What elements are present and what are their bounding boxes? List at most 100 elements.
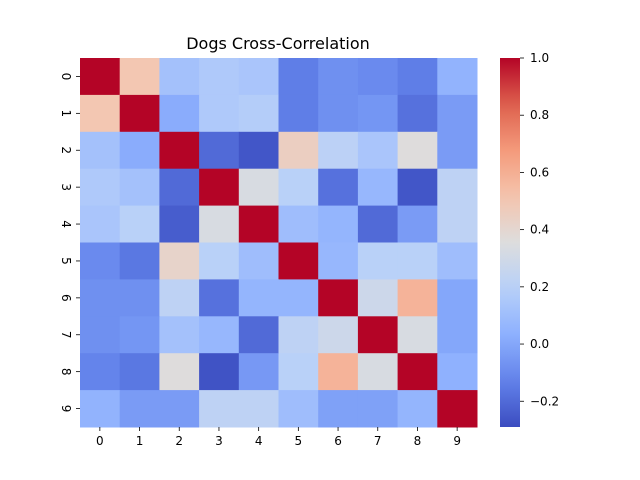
heatmap-cell-3-9 — [437, 168, 478, 207]
heatmap-cell-7-9 — [437, 316, 478, 354]
heatmap-cell-6-5 — [278, 279, 319, 317]
heatmap-cell-4-5 — [278, 205, 319, 243]
heatmap-cell-0-9 — [437, 58, 478, 96]
heatmap-cell-1-8 — [397, 94, 438, 133]
heatmap-cell-4-2 — [159, 205, 200, 243]
heatmap-cell-5-9 — [437, 242, 478, 280]
heatmap-cell-3-5 — [278, 168, 319, 207]
x-tick-label: 5 — [295, 434, 303, 448]
heatmap-cell-1-4 — [238, 94, 279, 133]
heatmap-cell-3-3 — [199, 168, 240, 207]
heatmap-cell-4-6 — [318, 205, 359, 243]
heatmap-cell-9-9 — [437, 390, 478, 428]
heatmap-cell-0-3 — [199, 58, 240, 96]
heatmap-cell-0-4 — [238, 58, 279, 96]
heatmap-cell-6-4 — [238, 279, 279, 317]
heatmap-cell-4-1 — [119, 205, 160, 243]
y-tick-label: 2 — [59, 146, 73, 154]
heatmap-cell-7-6 — [318, 316, 359, 354]
y-tick-label: 3 — [59, 183, 73, 191]
heatmap-cell-4-4 — [238, 205, 279, 243]
heatmap-cell-7-7 — [357, 316, 399, 354]
heatmap-cell-5-7 — [357, 242, 399, 280]
colorbar-tick-label: 0.4 — [530, 223, 549, 237]
heatmap-cells — [80, 58, 478, 428]
heatmap-cell-4-7 — [357, 205, 399, 243]
x-tick-label: 4 — [255, 434, 263, 448]
y-axis-ticks: 0 1 2 3 4 5 6 7 8 9 — [59, 73, 80, 412]
heatmap-cell-0-6 — [318, 58, 359, 96]
y-tick-label: 8 — [59, 368, 73, 376]
heatmap-cell-4-9 — [437, 205, 478, 243]
heatmap-cell-7-4 — [238, 316, 279, 354]
heatmap-cell-1-5 — [278, 94, 319, 133]
heatmap-cell-4-3 — [199, 205, 240, 243]
colorbar — [500, 58, 520, 427]
y-tick-label: 5 — [59, 257, 73, 265]
heatmap-cell-5-8 — [397, 242, 438, 280]
heatmap-cell-5-2 — [159, 242, 200, 280]
heatmap-cell-6-7 — [357, 279, 399, 317]
heatmap-cell-6-6 — [318, 279, 359, 317]
heatmap-cell-0-5 — [278, 58, 319, 96]
heatmap-cell-3-8 — [397, 168, 438, 207]
heatmap-cell-3-0 — [80, 168, 121, 207]
heatmap-cell-9-7 — [357, 390, 399, 428]
x-tick-label: 7 — [374, 434, 382, 448]
heatmap-cell-5-3 — [199, 242, 240, 280]
heatmap-cell-6-1 — [119, 279, 160, 317]
heatmap-cell-9-4 — [238, 390, 279, 428]
heatmap-cell-1-3 — [199, 94, 240, 133]
y-tick-label: 7 — [59, 331, 73, 339]
x-tick-label: 8 — [414, 434, 422, 448]
heatmap-cell-0-7 — [357, 58, 399, 96]
heatmap-cell-3-4 — [238, 168, 279, 207]
heatmap-cell-7-1 — [119, 316, 160, 354]
x-tick-label: 1 — [136, 434, 144, 448]
heatmap-cell-8-5 — [278, 353, 319, 391]
heatmap-cell-2-2 — [159, 131, 200, 170]
heatmap-cell-7-5 — [278, 316, 319, 354]
heatmap-cell-9-2 — [159, 390, 200, 428]
heatmap-cell-5-5 — [278, 242, 319, 280]
heatmap-cell-8-9 — [437, 353, 478, 391]
x-tick-label: 2 — [175, 434, 183, 448]
heatmap-cell-7-3 — [199, 316, 240, 354]
heatmap-cell-8-4 — [238, 353, 279, 391]
heatmap-cell-6-8 — [397, 279, 438, 317]
heatmap-cell-8-8 — [397, 353, 438, 391]
heatmap-cell-8-6 — [318, 353, 359, 391]
heatmap-cell-6-9 — [437, 279, 478, 317]
heatmap-cell-1-0 — [80, 94, 121, 133]
heatmap-cell-8-0 — [80, 353, 121, 391]
colorbar-ticks: −0.2 0.0 0.2 0.4 0.6 0.8 1.0 — [520, 51, 559, 408]
heatmap-cell-5-6 — [318, 242, 359, 280]
heatmap-cell-2-1 — [119, 131, 160, 170]
heatmap-cell-2-3 — [199, 131, 240, 170]
heatmap-cell-3-2 — [159, 168, 200, 207]
heatmap-cell-5-4 — [238, 242, 279, 280]
heatmap-cell-5-0 — [80, 242, 121, 280]
heatmap-cell-9-3 — [199, 390, 240, 428]
colorbar-tick-label: 0.2 — [530, 280, 549, 294]
heatmap-cell-9-8 — [397, 390, 438, 428]
heatmap-cell-3-6 — [318, 168, 359, 207]
heatmap-cell-2-0 — [80, 131, 121, 170]
y-tick-label: 1 — [59, 110, 73, 118]
heatmap-cell-1-1 — [119, 94, 160, 133]
x-tick-label: 6 — [334, 434, 342, 448]
heatmap-cell-7-2 — [159, 316, 200, 354]
heatmap-cell-1-9 — [437, 94, 478, 133]
heatmap-cell-8-1 — [119, 353, 160, 391]
x-tick-label: 0 — [96, 434, 104, 448]
colorbar-tick-label: 1.0 — [530, 51, 549, 65]
heatmap-cell-2-9 — [437, 131, 478, 170]
heatmap-cell-9-6 — [318, 390, 359, 428]
heatmap-cell-2-6 — [318, 131, 359, 170]
heatmap-cell-3-1 — [119, 168, 160, 207]
heatmap-cell-4-8 — [397, 205, 438, 243]
heatmap-cell-2-7 — [357, 131, 399, 170]
heatmap-cell-2-5 — [278, 131, 319, 170]
heatmap-cell-7-0 — [80, 316, 121, 354]
